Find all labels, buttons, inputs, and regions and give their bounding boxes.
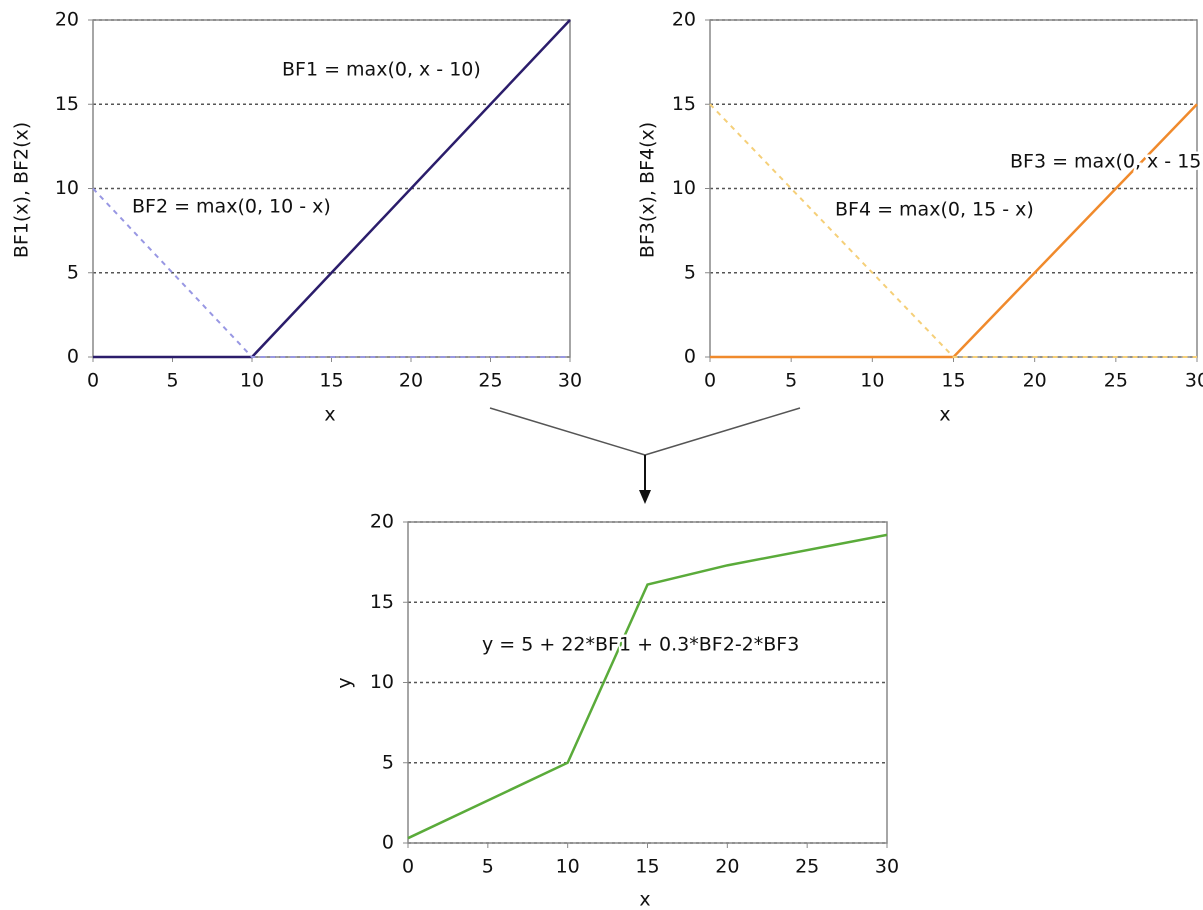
annotation: y = 5 + 22*BF1 + 0.3*BF2-2*BF3	[482, 634, 799, 656]
x-tick-label: 5	[482, 856, 494, 878]
y-tick-label: 20	[55, 9, 79, 31]
y-tick-label: 5	[67, 261, 79, 283]
x-tick-label: 30	[1185, 370, 1203, 392]
series-line	[710, 103, 1198, 359]
plot-frame	[407, 521, 888, 844]
annotation: BF1 = max(0, x - 10)	[282, 59, 481, 81]
x-tick-label: 10	[240, 370, 264, 392]
annotation: BF3 = max(0, x - 15)	[1010, 151, 1203, 173]
series-line	[92, 187, 570, 358]
y-tick-label: 0	[67, 346, 79, 368]
x-tick-label: 0	[704, 370, 716, 392]
x-tick-label: 25	[795, 856, 819, 878]
x-tick-label: 20	[1023, 370, 1047, 392]
x-axis-label: x	[324, 404, 335, 426]
x-tick-label: 0	[402, 856, 414, 878]
y-tick-label: 0	[382, 832, 394, 854]
x-tick-label: 20	[399, 370, 423, 392]
x-tick-label: 15	[941, 370, 965, 392]
y-tick-label: 15	[55, 93, 79, 115]
x-tick-label: 15	[635, 856, 659, 878]
x-tick-label: 25	[478, 370, 502, 392]
x-axis-label: x	[639, 889, 650, 910]
x-tick-label: 20	[715, 856, 739, 878]
x-axis-label: x	[939, 404, 950, 426]
x-tick-label: 10	[556, 856, 580, 878]
x-tick-label: 30	[558, 370, 582, 392]
y-tick-label: 15	[370, 591, 394, 613]
y-tick-label: 20	[672, 9, 696, 31]
y-axis-label: BF3(x), BF4(x)	[637, 122, 659, 258]
y-tick-label: 20	[370, 511, 394, 533]
y-tick-label: 10	[370, 671, 394, 693]
series-line	[407, 533, 888, 840]
connector	[489, 407, 801, 504]
y-axis-label: y	[334, 677, 356, 688]
y-tick-label: 10	[55, 177, 79, 199]
x-tick-label: 15	[319, 370, 343, 392]
x-tick-label: 5	[785, 370, 797, 392]
x-tick-label: 5	[166, 370, 178, 392]
y-tick-label: 0	[684, 346, 696, 368]
series-line	[709, 103, 1197, 358]
y-tick-label: 5	[382, 751, 394, 773]
x-tick-label: 0	[87, 370, 99, 392]
y-tick-label: 5	[684, 261, 696, 283]
x-tick-label: 30	[875, 856, 899, 878]
annotation: BF2 = max(0, 10 - x)	[132, 196, 331, 218]
y-tick-label: 10	[672, 177, 696, 199]
y-tick-label: 15	[672, 93, 696, 115]
annotation: BF4 = max(0, 15 - x)	[835, 199, 1034, 221]
x-tick-label: 10	[860, 370, 884, 392]
x-tick-label: 25	[1104, 370, 1128, 392]
y-axis-label: BF1(x), BF2(x)	[11, 122, 33, 258]
